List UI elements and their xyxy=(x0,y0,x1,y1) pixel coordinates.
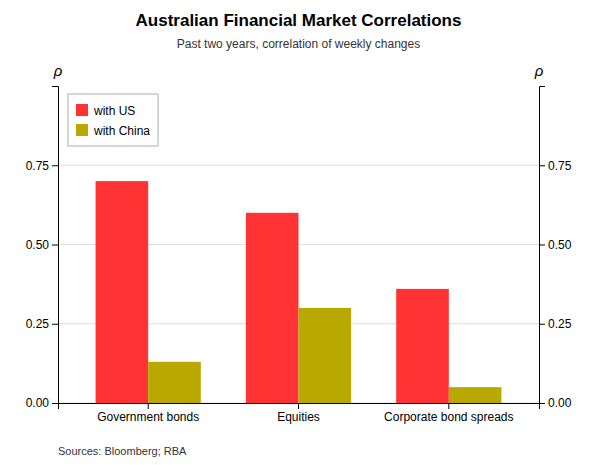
tick-label: 0.50 xyxy=(548,238,572,252)
tick-label: 0.25 xyxy=(548,317,572,331)
source: Sources: Bloomberg; RBA xyxy=(58,445,187,457)
plot: 0.00 0.25 0.50 0.75 0.00 0.25 0.50 0.75 Governme… xyxy=(26,62,572,424)
tick-mark xyxy=(52,403,58,404)
tick-label: 0.50 xyxy=(26,238,50,252)
tick: 0.75 xyxy=(26,159,58,173)
tick: 0.25 xyxy=(539,317,572,331)
tick: 0.50 xyxy=(539,238,572,252)
tick-mark xyxy=(148,403,149,409)
tick-mark xyxy=(448,403,449,409)
bar xyxy=(246,213,299,403)
legend: with US with China xyxy=(68,94,158,146)
tick: 0.75 xyxy=(539,159,572,173)
tick: 0.00 xyxy=(539,396,572,410)
bar xyxy=(96,181,149,403)
chart: Australian Financial Market Correlations… xyxy=(0,0,597,465)
tick-label: 0.00 xyxy=(548,396,572,410)
tick: Equities xyxy=(277,403,320,424)
tick-mark xyxy=(52,165,58,166)
grid xyxy=(58,165,539,403)
axis-label: ρ xyxy=(53,62,63,79)
title: Australian Financial Market Correlations xyxy=(136,11,462,30)
tick-mark xyxy=(298,403,299,409)
axis-label: ρ xyxy=(534,62,544,79)
tick-label: Corporate bond spreads xyxy=(384,410,513,424)
legend-label: with US xyxy=(93,104,135,118)
subtitle: Past two years, correlation of weekly ch… xyxy=(177,37,420,51)
tick-mark xyxy=(539,165,545,166)
tick-label: 0.75 xyxy=(26,159,50,173)
tick-label: 0.75 xyxy=(548,159,572,173)
tick-mark xyxy=(52,245,58,246)
grid-line xyxy=(58,165,539,166)
legend-swatch xyxy=(76,124,88,136)
bar xyxy=(299,308,352,403)
y2-axis: 0.00 0.25 0.50 0.75 xyxy=(539,87,572,411)
tick-label: Equities xyxy=(277,410,320,424)
legend-frame xyxy=(68,94,158,146)
bar xyxy=(449,387,502,403)
bar xyxy=(396,289,449,403)
tick-label: 0.00 xyxy=(26,396,50,410)
tick: 0.50 xyxy=(26,238,58,252)
bar xyxy=(148,362,201,403)
axis-line xyxy=(540,87,546,404)
legend-label: with China xyxy=(93,124,150,138)
tick: Government bonds xyxy=(97,403,199,424)
tick: Corporate bond spreads xyxy=(384,403,513,424)
tick: 0.00 xyxy=(26,396,58,410)
y-axis: 0.00 0.25 0.50 0.75 xyxy=(26,87,59,411)
axis-line xyxy=(59,404,540,410)
tick-label: Government bonds xyxy=(97,410,199,424)
bars xyxy=(96,181,502,403)
tick-label: 0.25 xyxy=(26,317,50,331)
axis-line xyxy=(52,87,59,404)
x-axis: Government bonds Equities Corporate bond s… xyxy=(59,403,540,424)
tick-mark xyxy=(539,324,545,325)
legend-swatch xyxy=(76,104,88,116)
tick-mark xyxy=(539,245,545,246)
tick: 0.25 xyxy=(26,317,58,331)
tick-mark xyxy=(52,324,58,325)
